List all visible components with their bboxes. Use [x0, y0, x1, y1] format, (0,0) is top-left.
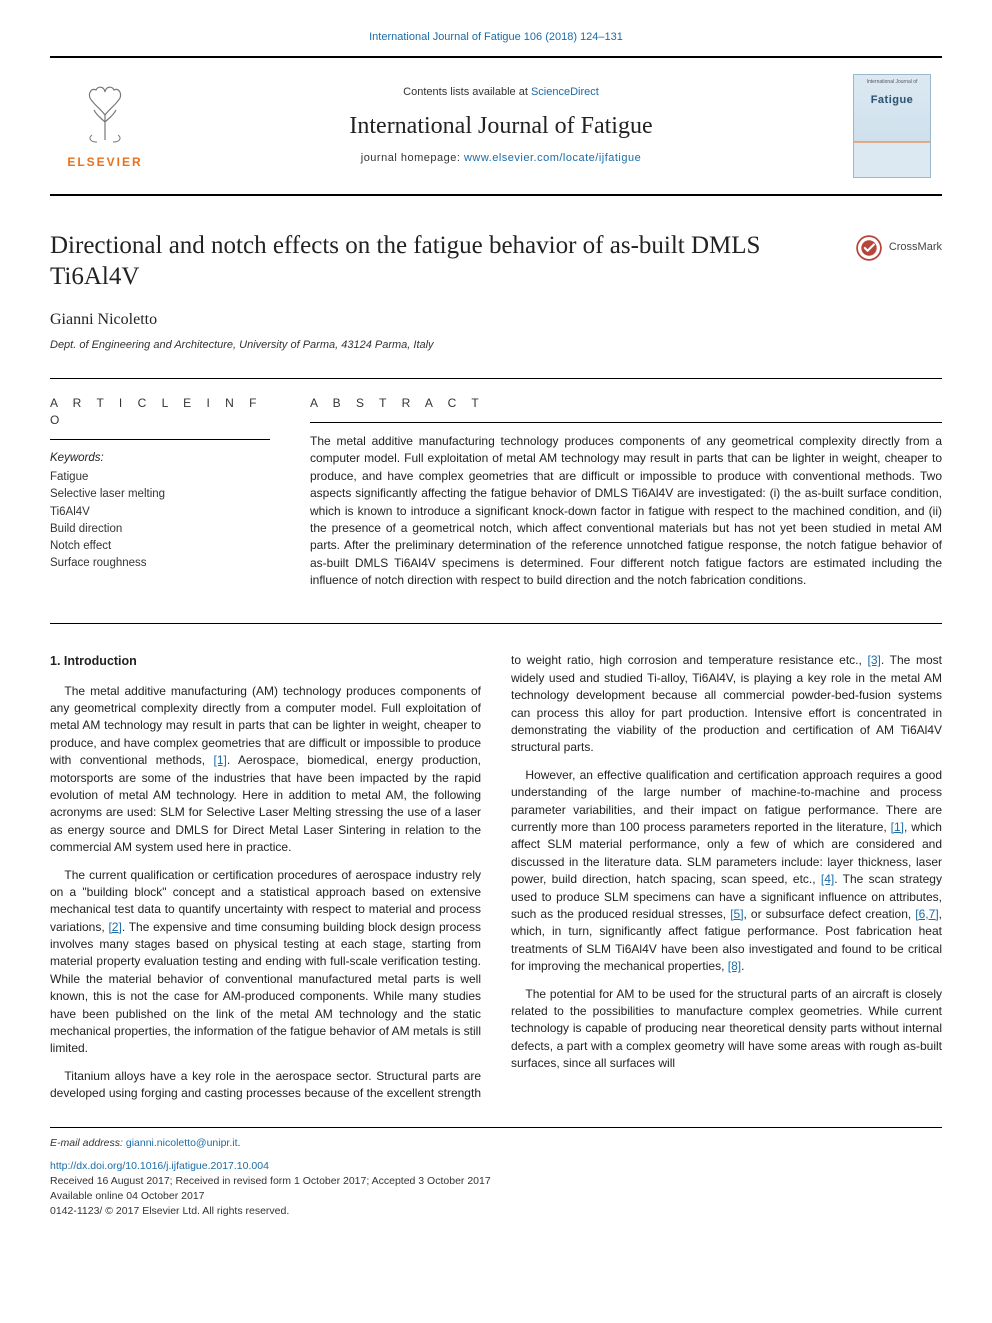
- crossmark-icon: [855, 234, 883, 262]
- footer-block: E-mail address: gianni.nicoletto@unipr.i…: [50, 1127, 942, 1220]
- email-suffix: .: [238, 1137, 241, 1149]
- citation-link[interactable]: [4]: [821, 872, 834, 886]
- homepage-prefix: journal homepage:: [361, 152, 464, 164]
- keyword-item: Fatigue: [50, 469, 270, 486]
- keyword-item: Surface roughness: [50, 555, 270, 572]
- sciencedirect-link[interactable]: ScienceDirect: [531, 86, 599, 98]
- keyword-item: Selective laser melting: [50, 486, 270, 503]
- keyword-item: Ti6Al4V: [50, 504, 270, 521]
- body-paragraph: The current qualification or certificati…: [50, 867, 481, 1058]
- abstract-label: A B S T R A C T: [310, 395, 942, 412]
- email-line: E-mail address: gianni.nicoletto@unipr.i…: [50, 1136, 942, 1151]
- journal-cover-thumbnail: International Journal of Fatigue: [853, 74, 931, 178]
- copyright-line: 0142-1123/ © 2017 Elsevier Ltd. All righ…: [50, 1204, 942, 1219]
- abstract-text: The metal additive manufacturing technol…: [310, 433, 942, 590]
- email-label: E-mail address:: [50, 1137, 126, 1149]
- keyword-item: Build direction: [50, 521, 270, 538]
- keywords-heading: Keywords:: [50, 450, 270, 467]
- citation-link[interactable]: [2]: [108, 920, 121, 934]
- contents-available-line: Contents lists available at ScienceDirec…: [403, 85, 599, 101]
- citation-link[interactable]: [1]: [891, 820, 904, 834]
- citation-link[interactable]: [3]: [868, 653, 881, 667]
- header-cover-block: International Journal of Fatigue: [842, 58, 942, 194]
- keyword-item: Notch effect: [50, 538, 270, 555]
- crossmark-badge[interactable]: CrossMark: [855, 234, 942, 262]
- body-text: . The most widely used and studied Ti-al…: [511, 653, 942, 754]
- author-affiliation: Dept. of Engineering and Architecture, U…: [50, 338, 942, 354]
- received-line: Received 16 August 2017; Received in rev…: [50, 1174, 942, 1189]
- body-text: .: [741, 959, 744, 973]
- cover-title-text: Fatigue: [854, 93, 930, 109]
- citation-link[interactable]: [6,7]: [915, 907, 938, 921]
- body-text: , or subsurface defect creation,: [744, 907, 916, 921]
- body-paragraph: The metal additive manufacturing (AM) te…: [50, 683, 481, 857]
- cover-top-text: International Journal of: [854, 79, 930, 86]
- body-two-columns: 1. Introduction The metal additive manuf…: [50, 623, 942, 1102]
- body-text: . Aerospace, biomedical, energy producti…: [50, 753, 481, 854]
- elsevier-tree-icon: [70, 80, 140, 150]
- body-text: However, an effective qualification and …: [511, 768, 942, 834]
- crossmark-label: CrossMark: [889, 240, 942, 256]
- homepage-link[interactable]: www.elsevier.com/locate/ijfatigue: [464, 152, 641, 164]
- body-paragraph: The potential for AM to be used for the …: [511, 986, 942, 1073]
- article-title: Directional and notch effects on the fat…: [50, 230, 835, 293]
- article-info-column: A R T I C L E I N F O Keywords: Fatigue …: [50, 379, 270, 590]
- citation-link[interactable]: [5]: [730, 907, 743, 921]
- keywords-list: Fatigue Selective laser melting Ti6Al4V …: [50, 469, 270, 573]
- citation-link[interactable]: [1]: [214, 753, 227, 767]
- doi-link[interactable]: http://dx.doi.org/10.1016/j.ijfatigue.20…: [50, 1159, 942, 1174]
- journal-name: International Journal of Fatigue: [349, 109, 652, 144]
- article-info-label: A R T I C L E I N F O: [50, 395, 270, 430]
- body-text: Titanium alloys have a key role in the a…: [64, 1069, 432, 1083]
- header-middle: Contents lists available at ScienceDirec…: [160, 58, 842, 194]
- available-line: Available online 04 October 2017: [50, 1189, 942, 1204]
- section-heading-introduction: 1. Introduction: [50, 652, 481, 670]
- contents-prefix: Contents lists available at: [403, 86, 531, 98]
- publisher-name: ELSEVIER: [67, 154, 142, 171]
- email-link[interactable]: gianni.nicoletto@unipr.it: [126, 1137, 238, 1149]
- abstract-column: A B S T R A C T The metal additive manuf…: [310, 379, 942, 590]
- homepage-line: journal homepage: www.elsevier.com/locat…: [361, 151, 641, 167]
- author-name: Gianni Nicoletto: [50, 308, 942, 331]
- journal-header: ELSEVIER Contents lists available at Sci…: [50, 56, 942, 196]
- body-paragraph: However, an effective qualification and …: [511, 767, 942, 976]
- citation-link[interactable]: [8]: [728, 959, 741, 973]
- top-citation: International Journal of Fatigue 106 (20…: [50, 30, 942, 46]
- publisher-logo-block: ELSEVIER: [50, 58, 160, 194]
- body-text: . The expensive and time consuming build…: [50, 920, 481, 1056]
